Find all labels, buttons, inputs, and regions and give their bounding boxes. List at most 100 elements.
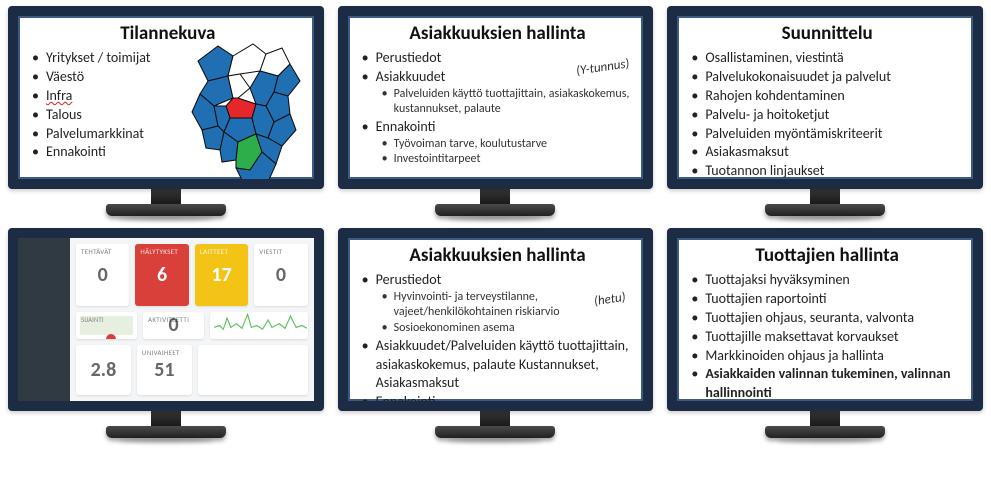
list-item: Rahojen kohdentaminen [691, 87, 963, 106]
dash-card-label: TEHTÄVÄT [81, 247, 112, 256]
monitor-tilannekuva: TilannekuvaYritykset / toimijatVäestöInf… [8, 6, 324, 216]
list-item: Osallistaminen, viestintä [691, 49, 963, 68]
monitor-stand-base [106, 204, 226, 216]
sub-list: Palveluiden käyttö tuottajittain, asiaka… [382, 87, 634, 118]
screen: Asiakkuuksien hallinta PerustiedotHyvinvo… [338, 228, 654, 411]
list-item-text: Tuottajaksi hyväksyminen [705, 271, 849, 288]
dash-card-value: 2.8 [91, 360, 117, 380]
dashboard-screen: TEHTÄVÄT 0 HÄLYTYKSET 6 LAITTEET 17 VIESTIT 0 SI… [8, 228, 324, 411]
list-item: Palvelukokonaisuudet ja palvelut [691, 68, 963, 87]
dash-card: LAITTEET 17 [195, 244, 248, 306]
dash-card: HÄLYTYKSET 6 [135, 244, 188, 306]
map-region-c-red [226, 98, 256, 118]
monitor-stand-neck [480, 409, 510, 426]
list-item-text: Palvelu- ja hoitoketjut [705, 106, 829, 123]
list-item: PerustiedotHyvinvointi- ja terveystilann… [362, 271, 634, 337]
dashboard-top-row: TEHTÄVÄT 0 HÄLYTYKSET 6 LAITTEET 17 VIESTIT 0 [76, 244, 308, 306]
list-item-text: Perustiedot [376, 49, 442, 66]
list-item-text: Asiakkuudet/Palveluiden käyttö tuottajit… [376, 337, 629, 392]
monitor-stand-base [435, 204, 555, 216]
panel-title: Tuottajien hallinta [691, 244, 963, 267]
dash-card-label: VIESTIT [259, 247, 282, 256]
monitor-stand-base [765, 426, 885, 438]
dash-card: 2.8 [76, 345, 131, 395]
screen: Suunnittelu Osallistaminen, viestintä Palv… [667, 6, 983, 189]
list-item: Asiakkuudet/Palveluiden käyttö tuottajit… [362, 337, 634, 394]
list-item: Markkinoiden ohjaus ja hallinta [691, 347, 963, 366]
dash-card: TEHTÄVÄT 0 [76, 244, 129, 306]
dash-card-label: HÄLYTYKSET [140, 247, 178, 256]
dash-card-value: 17 [211, 265, 231, 285]
dashboard-bottom-row: 2.8 UNIVAIHEET 51 [76, 345, 308, 395]
panel-title: Suunnittelu [691, 22, 963, 45]
dash-card [198, 345, 308, 395]
list-item-text: Palvelukokonaisuudet ja palvelut [705, 68, 891, 85]
list-item-text: Väestö [46, 68, 84, 85]
list-item-text: Tuottajille maksettavat korvaukset [705, 328, 898, 345]
sub-list: Työvoiman tarve, koulutustarveInvestoint… [382, 137, 634, 168]
sub-list-item: Palveluiden käyttö tuottajittain, asiaka… [382, 87, 634, 118]
list-item-text: Infra [46, 87, 72, 104]
dash-card: VIESTIT 0 [254, 244, 307, 306]
dash-activity-card: AKTIVITEETTI0 [143, 312, 204, 339]
dashboard-sidebar [18, 238, 70, 401]
bullet-list: Osallistaminen, viestintä Palvelukokonais… [691, 49, 963, 181]
list-item-text: Yritykset / toimijat [46, 49, 151, 66]
monitor-dashboard: TEHTÄVÄT 0 HÄLYTYKSET 6 LAITTEET 17 VIESTIT 0 SI… [8, 228, 324, 438]
list-item-text: Ennakointi [376, 118, 436, 135]
sub-list-item: Investointitarpeet [382, 152, 634, 168]
list-item-text: Osallistaminen, viestintä [705, 49, 843, 66]
dash-card-value: 6 [157, 265, 167, 285]
map-pin-icon [104, 332, 118, 339]
list-item-text: Tuotannon linjaukset [705, 162, 824, 179]
list-item: Tuottajien ohjaus, seuranta, valvonta [691, 309, 963, 328]
list-item-text: Asiakkuudet [376, 68, 446, 85]
dash-card-label: UNIVAIHEET [142, 348, 180, 357]
bullet-list: PerustiedotHyvinvointi- ja terveystilann… [362, 271, 634, 411]
dash-activity-label: AKTIVITEETTI [148, 315, 189, 324]
dash-card-label: LAITTEET [200, 247, 228, 256]
list-item-text: Ennakointi [376, 393, 436, 410]
dash-card-value: 0 [98, 265, 108, 285]
screen: Tuottajien hallinta Tuottajaksi hyväksymi… [667, 228, 983, 411]
monitor-asiak1: Asiakkuuksien hallinta Perustiedot Asiakku… [338, 6, 654, 216]
list-item: Ennakointi Työvoiman tarve, koulutustarve… [362, 118, 634, 168]
list-item-text: Palveluiden myöntämiskriteerit [705, 125, 882, 142]
list-item-text: Asiakasmaksut [705, 143, 788, 160]
monitor-stand-neck [480, 187, 510, 204]
screen: Asiakkuuksien hallinta Perustiedot Asiakku… [338, 6, 654, 189]
monitor-stand-neck [810, 187, 840, 204]
list-item: Tuotannon linjaukset [691, 162, 963, 181]
monitor-tuottajat: Tuottajien hallinta Tuottajaksi hyväksymi… [667, 228, 983, 438]
list-item: Tuottajille maksettavat korvaukset [691, 328, 963, 347]
list-item-text: Talous [46, 106, 82, 123]
monitor-stand-neck [151, 187, 181, 204]
dash-map-card: SIJAINTI [76, 312, 137, 339]
sub-list-item: Työvoiman tarve, koulutustarve [382, 137, 634, 153]
monitor-asiak2: Asiakkuuksien hallinta PerustiedotHyvinvo… [338, 228, 654, 438]
monitor-stand-neck [810, 409, 840, 426]
list-item: Asiakasmaksut [691, 143, 963, 162]
monitor-suunnittelu: Suunnittelu Osallistaminen, viestintä Palv… [667, 6, 983, 216]
list-item-text: Tuottajien ohjaus, seuranta, valvonta [705, 309, 914, 326]
dash-map-label: SIJAINTI [81, 315, 104, 324]
screen: TilannekuvaYritykset / toimijatVäestöInf… [8, 6, 324, 189]
monitor-stand-base [765, 204, 885, 216]
monitor-stand-neck [151, 409, 181, 426]
monitor-stand-base [106, 426, 226, 438]
panel-title: Asiakkuuksien hallinta [362, 244, 634, 267]
panel-title: Asiakkuuksien hallinta [362, 22, 634, 45]
dash-sparkline-card [210, 312, 308, 339]
list-item-text: Perustiedot [376, 271, 442, 288]
dash-card-value: 51 [154, 360, 174, 380]
monitor-stand-base [435, 426, 555, 438]
sub-list-item: Sosioekonominen asema [382, 321, 634, 337]
dash-card-value: 0 [276, 265, 286, 285]
list-item: Palveluiden myöntämiskriteerit [691, 125, 963, 144]
list-item-text: Rahojen kohdentaminen [705, 87, 844, 104]
list-item: Tuottajaksi hyväksyminen [691, 271, 963, 290]
list-item: Tuottajien raportointi [691, 290, 963, 309]
list-item-text: Ennakointi [46, 143, 106, 160]
list-item-text: Markkinoiden ohjaus ja hallinta [705, 347, 883, 364]
sparkline-chart [214, 305, 307, 333]
